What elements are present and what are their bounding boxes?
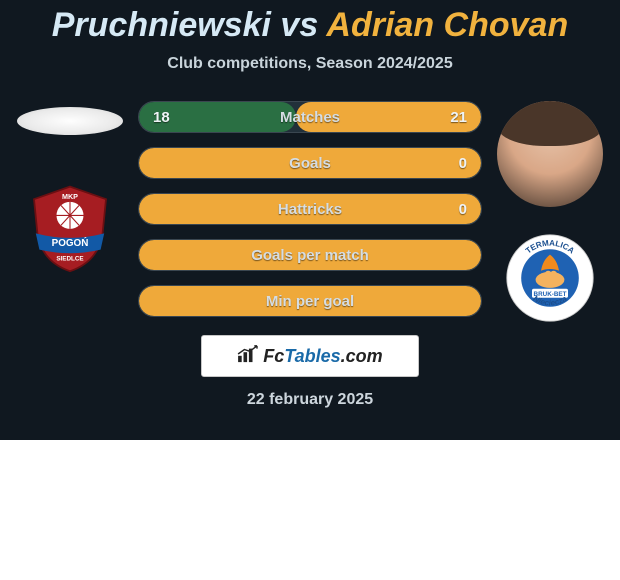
club-logo-right: TERMALICA BRUK-BET Nieciecza [505, 233, 595, 323]
brand-prefix: Fc [263, 346, 284, 366]
comparison-card: Pruchniewski vs Adrian Chovan Club compe… [0, 0, 620, 580]
stat-value-left: 18 [153, 109, 170, 126]
avatar-right [497, 101, 603, 207]
stat-value-right: 0 [459, 155, 467, 172]
stat-bar-min-per-goal: Min per goal [138, 285, 482, 317]
stat-bar-goals-per-match: Goals per match [138, 239, 482, 271]
svg-text:MKP: MKP [62, 192, 78, 201]
club-logo-left: MKP POGOŃ SIEDLCE [25, 183, 115, 273]
branding-box: FcTables.com [201, 335, 419, 377]
dark-background: Pruchniewski vs Adrian Chovan Club compe… [0, 0, 620, 440]
title-vs: vs [280, 6, 318, 44]
title-player2: Adrian Chovan [326, 6, 568, 44]
stat-label: Goals [289, 155, 331, 172]
stat-label: Goals per match [251, 247, 369, 264]
club-left-banner: POGOŃ [52, 238, 89, 249]
svg-text:SIEDLCE: SIEDLCE [56, 255, 83, 262]
brand-main: Tables [284, 346, 340, 366]
chart-icon [237, 345, 259, 368]
comparison-body: MKP POGOŃ SIEDLCE 18 Matches 21 [0, 101, 620, 323]
page-title: Pruchniewski vs Adrian Chovan [0, 0, 620, 45]
stat-bar-goals: Goals 0 [138, 147, 482, 179]
stat-value-right: 0 [459, 201, 467, 218]
stat-bar-hattricks: Hattricks 0 [138, 193, 482, 225]
title-player1: Pruchniewski [52, 6, 271, 44]
avatar-left [17, 107, 123, 135]
stat-bar-matches: 18 Matches 21 [138, 101, 482, 133]
branding-text: FcTables.com [263, 346, 382, 367]
stat-label: Min per goal [266, 293, 354, 310]
right-column: TERMALICA BRUK-BET Nieciecza [490, 101, 610, 323]
light-background [0, 440, 620, 580]
stats-column: 18 Matches 21 Goals 0 Hattricks 0 [130, 101, 490, 323]
stat-label: Matches [280, 109, 340, 126]
left-column: MKP POGOŃ SIEDLCE [10, 101, 130, 323]
stat-label: Hattricks [278, 201, 342, 218]
subtitle: Club competitions, Season 2024/2025 [0, 55, 620, 73]
date-line: 22 february 2025 [0, 391, 620, 409]
brand-suffix: .com [341, 346, 383, 366]
stat-value-right: 21 [450, 109, 467, 126]
